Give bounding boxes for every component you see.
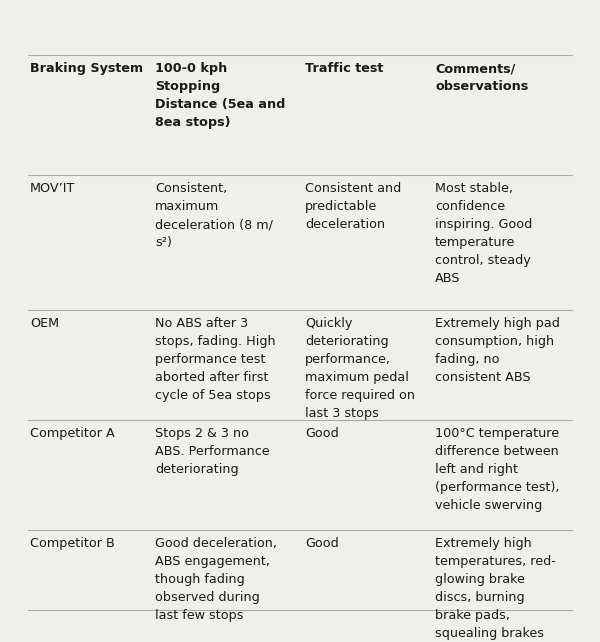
Text: Braking System: Braking System [30, 62, 143, 75]
Text: Traffic test: Traffic test [305, 62, 383, 75]
Text: OEM: OEM [30, 317, 59, 330]
Text: MOV’IT: MOV’IT [30, 182, 76, 195]
Text: Competitor A: Competitor A [30, 427, 115, 440]
Text: Extremely high
temperatures, red-
glowing brake
discs, burning
brake pads,
squea: Extremely high temperatures, red- glowin… [435, 537, 556, 642]
Text: Comments/
observations: Comments/ observations [435, 62, 528, 93]
Text: Good: Good [305, 537, 339, 550]
Text: Competitor B: Competitor B [30, 537, 115, 550]
Text: No ABS after 3
stops, fading. High
performance test
aborted after first
cycle of: No ABS after 3 stops, fading. High perfo… [155, 317, 275, 402]
Text: 100°C temperature
difference between
left and right
(performance test),
vehicle : 100°C temperature difference between lef… [435, 427, 560, 512]
Text: Most stable,
confidence
inspiring. Good
temperature
control, steady
ABS: Most stable, confidence inspiring. Good … [435, 182, 532, 285]
Text: 100-0 kph
Stopping
Distance (5ea and
8ea stops): 100-0 kph Stopping Distance (5ea and 8ea… [155, 62, 286, 129]
Text: Extremely high pad
consumption, high
fading, no
consistent ABS: Extremely high pad consumption, high fad… [435, 317, 560, 384]
Text: Good: Good [305, 427, 339, 440]
Text: Consistent,
maximum
deceleration (8 m/
s²): Consistent, maximum deceleration (8 m/ s… [155, 182, 273, 249]
Text: Stops 2 & 3 no
ABS. Performance
deteriorating: Stops 2 & 3 no ABS. Performance deterior… [155, 427, 269, 476]
Text: Consistent and
predictable
deceleration: Consistent and predictable deceleration [305, 182, 401, 231]
Text: Good deceleration,
ABS engagement,
though fading
observed during
last few stops: Good deceleration, ABS engagement, thoug… [155, 537, 277, 622]
Text: Quickly
deteriorating
performance,
maximum pedal
force required on
last 3 stops: Quickly deteriorating performance, maxim… [305, 317, 415, 420]
